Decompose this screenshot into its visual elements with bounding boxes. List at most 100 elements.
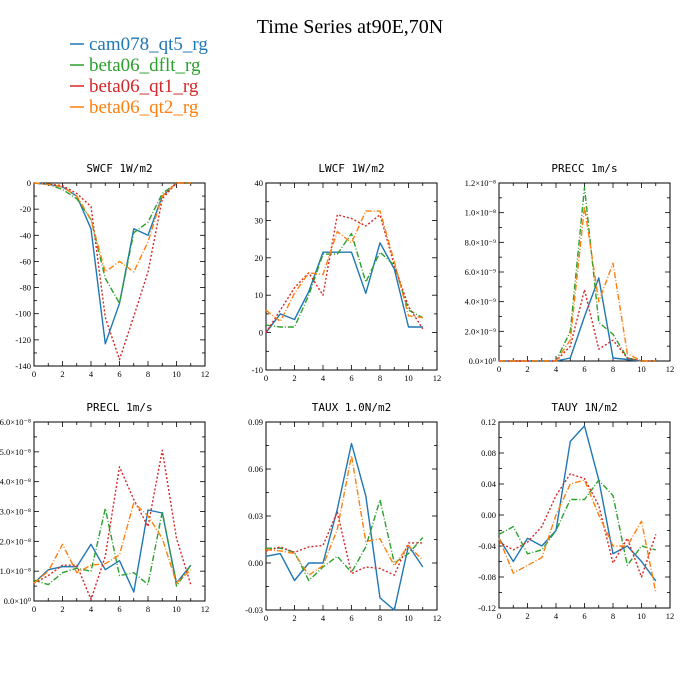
series-line-cam078_qt5_rg [33,509,192,593]
y-tick-label: 1.0×10⁻⁸ [465,208,496,218]
x-tick-label: 6 [582,611,586,621]
x-tick-label: 0 [497,364,501,374]
legend-label-cam078_qt5_rg: cam078_qt5_rg [89,34,208,55]
y-tick-label: -0.12 [478,603,496,613]
x-tick-label: 10 [404,373,413,383]
y-tick-label: 20 [255,253,264,263]
y-tick-label: -120 [15,335,31,345]
legend-label-beta06_qt1_rg: beta06_qt1_rg [89,76,199,97]
y-tick-label: 4.0×10⁻⁹ [465,297,496,307]
x-tick-label: 8 [611,611,615,621]
y-tick-label: -0.08 [478,572,496,582]
y-tick-label: 0.00 [248,558,263,568]
y-tick-label: 3.0×10⁻⁸ [0,507,31,517]
x-tick-label: 2 [292,613,296,623]
series-line-beta06_dflt_rg [33,507,192,587]
x-tick-label: 12 [433,613,442,623]
y-tick-label: 6.0×10⁻⁸ [0,417,31,427]
y-tick-label: 0.08 [481,448,496,458]
y-tick-label: 5.0×10⁻⁸ [0,447,31,457]
panel-title: PRECL 1m/s [86,401,152,414]
series-line-beta06_dflt_rg [265,232,424,328]
y-tick-label: 0.00 [481,510,496,520]
x-tick-label: 6 [349,373,353,383]
x-tick-label: 10 [172,604,181,614]
y-tick-label: 30 [255,215,264,225]
x-tick-label: 0 [264,373,268,383]
plot-frame [33,421,206,602]
series-line-beta06_qt2_rg [265,454,424,576]
x-tick-label: 2 [60,369,64,379]
x-tick-label: 10 [637,611,646,621]
x-tick-label: 0 [32,369,36,379]
x-tick-label: 10 [404,613,413,623]
plot-frame [265,182,438,371]
plot-frame [498,421,671,609]
chart-panel-3: PRECC 1m/s 0 2 4 6 8 10 12 1.2×10⁻⁸ 1.0×10⁻⁸ 8.0×1… [465,162,675,374]
y-tick-label: 40 [255,178,264,188]
series-line-beta06_qt1_rg [265,214,424,333]
series-line-beta06_qt1_rg [265,511,423,576]
y-tick-label: 1.2×10⁻⁸ [465,178,496,188]
x-tick-label: 6 [582,364,586,374]
x-tick-label: 4 [321,373,326,383]
y-tick-label: -100 [15,309,31,319]
y-tick-label: 4.0×10⁻⁸ [0,477,31,487]
y-tick-label: 2.0×10⁻⁹ [465,326,496,336]
x-tick-label: 4 [554,611,559,621]
y-tick-label: 0.06 [248,464,263,474]
x-tick-label: 8 [378,613,382,623]
series-line-beta06_qt2_rg [499,205,656,362]
y-tick-label: -0.04 [478,541,496,551]
series-line-cam078_qt5_rg [498,425,657,582]
panel-title: PRECC 1m/s [551,162,617,175]
x-tick-label: 8 [146,604,150,614]
y-tick-label: 0.0×10⁰ [4,596,32,606]
y-tick-label: 0 [259,328,263,338]
panels: SWCF 1W/m20 2 4 6 8 10 120-20-40-60-80-100-120… [0,162,674,623]
chart-panel-4: PRECL 1m/s 0 2 4 6 8 10 12 6.0×10⁻⁸ 5.0×10⁻⁸ 4.0×1… [0,401,209,614]
y-tick-label: -40 [20,230,31,240]
y-tick-label: 8.0×10⁻⁹ [465,237,496,247]
series-line-beta06_qt2_rg [265,210,423,323]
x-tick-label: 0 [264,613,268,623]
x-tick-label: 4 [89,369,94,379]
x-tick-label: 8 [611,364,615,374]
y-tick-label: -0.03 [245,605,263,615]
y-tick-label: 6.0×10⁻⁹ [465,267,496,277]
panel-title: SWCF 1W/m2 [86,162,152,175]
y-tick-label: 0.0×10⁰ [469,356,497,366]
x-tick-label: 4 [554,364,559,374]
series-line-beta06_qt1_rg [33,182,191,361]
y-tick-label: 0.09 [248,417,263,427]
x-tick-label: 8 [146,369,150,379]
y-tick-label: -80 [20,283,31,293]
x-tick-label: 2 [60,604,64,614]
y-tick-label: 0.12 [481,417,496,427]
x-tick-label: 8 [378,373,382,383]
series-line-beta06_dflt_rg [33,182,191,304]
y-tick-label: 1.0×10⁻⁸ [0,566,31,576]
x-tick-label: 6 [117,604,121,614]
x-tick-label: 0 [32,604,36,614]
panel-title: LWCF 1W/m2 [318,162,384,175]
y-tick-label: 0 [27,178,31,188]
legend: cam078_qt5_rgbeta06_dflt_rgbeta06_qt1_rg… [70,34,208,118]
chart-panel-5: TAUX 1.0N/m2 0 2 4 6 8 10 12 0.09 0.06 0.03 0.00 -0.… [245,401,441,623]
x-tick-label: 2 [292,373,296,383]
y-tick-label: -60 [20,256,31,266]
y-tick-label: -10 [252,365,263,375]
x-tick-label: 10 [172,369,181,379]
y-tick-label: 0.03 [248,511,263,521]
plot-frame [265,421,438,611]
x-tick-label: 6 [117,369,121,379]
x-tick-label: 12 [201,604,210,614]
series-line-cam078_qt5_rg [33,182,191,345]
y-tick-label: -20 [20,204,31,214]
chart-panel-6: TAUY 1N/m2 0 2 4 6 8 10 12 0.12 0.08 0.04 0.00 -0.04… [478,401,674,621]
series-line-beta06_dflt_rg [498,479,656,567]
x-tick-label: 2 [525,364,529,374]
series-line-beta06_qt2_rg [33,501,192,584]
series-line-cam078_qt5_rg [265,442,424,611]
